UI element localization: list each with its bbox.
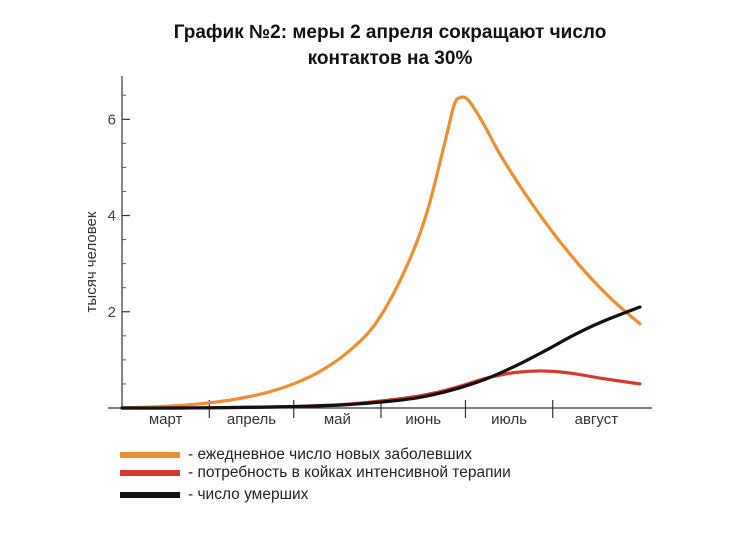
x-tick-label: апрель <box>227 411 276 428</box>
y-tick-label: 6 <box>108 111 116 128</box>
legend-swatch-deaths <box>120 492 180 498</box>
x-tick-label: июль <box>491 411 527 428</box>
x-tick-label: май <box>324 411 351 428</box>
legend-swatch-icu-beds <box>120 470 180 476</box>
y-major-ticks: 2 4 6 <box>108 111 130 321</box>
legend-item-new-cases: - ежедневное число новых заболевших <box>120 444 472 466</box>
chart-title: График №2: меры 2 апреля сокращают число… <box>110 20 670 72</box>
x-month-ticks: март апрель май июнь июль август <box>149 400 618 428</box>
y-axis-label: тысяч человек <box>83 211 100 312</box>
legend-label-deaths: - число умерших <box>188 486 309 503</box>
x-tick-label: август <box>575 411 619 428</box>
chart-title-line-2: контактов на 30% <box>307 48 473 69</box>
series-lines <box>120 95 642 410</box>
legend-label-icu-beds: - потребность в койках интенсивной терап… <box>188 464 511 481</box>
legend-label-new-cases: - ежедневное число новых заболевших <box>188 446 472 463</box>
x-tick-label: июнь <box>405 411 441 428</box>
series-line-new-cases <box>120 95 642 410</box>
x-tick-label: март <box>149 411 183 428</box>
legend-item-deaths: - число умерших <box>120 484 308 506</box>
legend-item-icu-beds: - потребность в койках интенсивной терап… <box>120 462 511 484</box>
y-tick-label: 4 <box>108 208 116 225</box>
chart-title-line-1: График №2: меры 2 апреля сокращают число <box>173 22 607 43</box>
legend-swatch-new-cases <box>120 452 180 458</box>
y-tick-label: 2 <box>108 304 116 321</box>
y-minor-ticks <box>122 94 126 385</box>
series-line-deaths <box>120 305 642 410</box>
